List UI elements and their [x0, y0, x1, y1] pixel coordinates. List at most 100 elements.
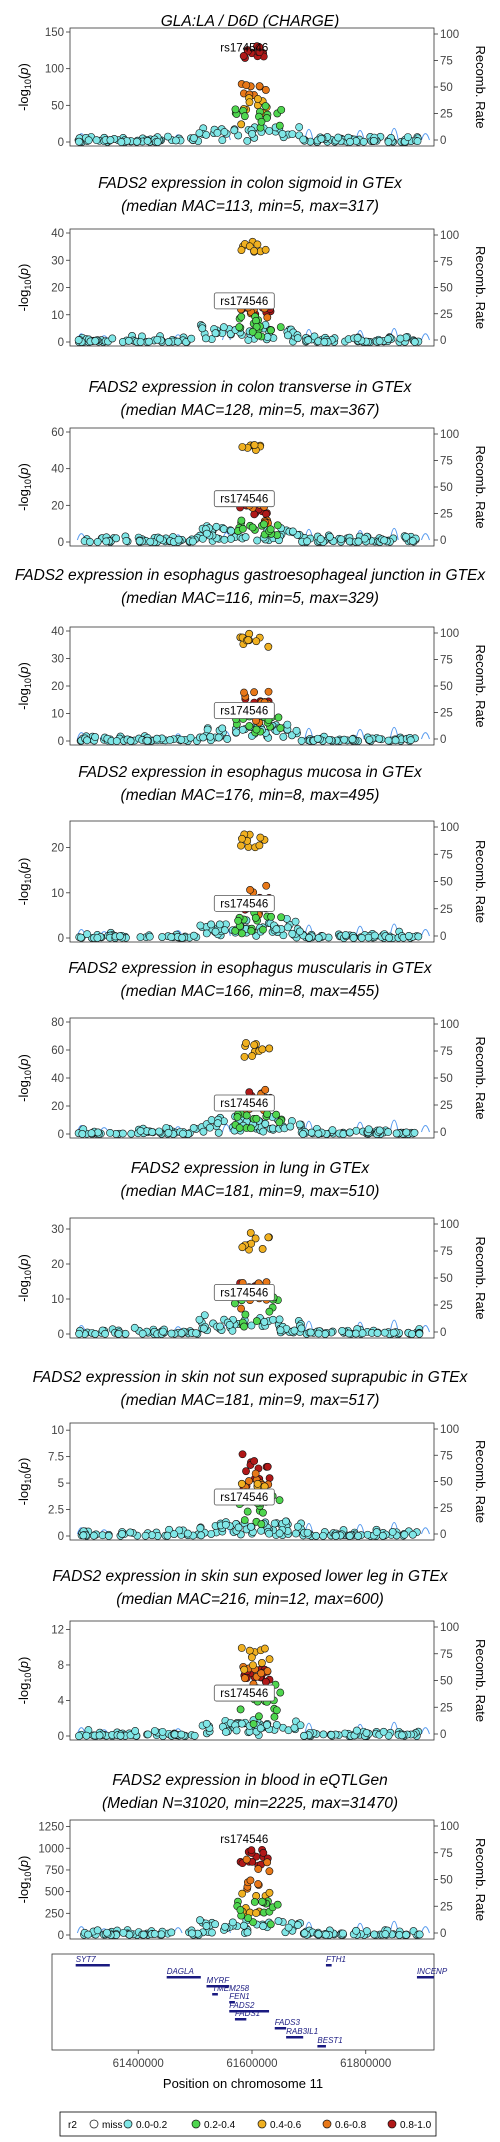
lead-snp-label-box [213, 1684, 275, 1702]
snp-point [372, 1528, 381, 1536]
snp-point [166, 736, 174, 744]
snp-point [262, 510, 271, 518]
snp-point [167, 933, 176, 942]
legend-title: r2 [68, 2120, 77, 2131]
r2-legend: r2 miss 0.0-0.2 0.2-0.4 0.4-0.6 0.6-0.8 0.8-1… [59, 2111, 437, 2137]
snp-point [410, 1128, 419, 1137]
snp-point [253, 536, 262, 545]
legend-swatch [387, 2119, 397, 2129]
snp-point [360, 534, 369, 543]
snp-point [220, 926, 229, 935]
snp-point [265, 1867, 274, 1876]
snp-point [263, 1858, 272, 1867]
right-tick-label: 100 [440, 230, 459, 242]
snp-point [262, 114, 271, 122]
snp-point [292, 1529, 300, 1538]
snp-point [245, 722, 254, 730]
y-tick-label: 40 [51, 464, 64, 476]
snp-point [380, 1328, 389, 1337]
snp-point [238, 1243, 247, 1252]
snp-point [75, 1329, 84, 1338]
legend-frame [59, 2111, 437, 2137]
snp-point [369, 136, 378, 145]
legend-swatch [123, 2119, 133, 2129]
snp-point [143, 736, 152, 745]
snp-point [84, 136, 93, 145]
lead-snp-label: rs174546 [220, 1098, 268, 1110]
snp-point [358, 1329, 367, 1338]
recomb-rate-line [389, 1319, 399, 1333]
snp-point [313, 734, 322, 743]
y-tick-label: 0 [58, 736, 64, 748]
snp-point [177, 1329, 186, 1338]
snp-point [278, 129, 287, 138]
snp-point [293, 1522, 302, 1531]
snp-point [198, 534, 207, 543]
y-tick-label: 7.5 [48, 1452, 64, 1464]
snp-point [259, 925, 267, 934]
right-tick-label: 75 [440, 1848, 453, 1860]
snp-point [259, 1127, 268, 1136]
snp-point [240, 1322, 248, 1331]
snp-point [276, 323, 285, 331]
right-axis-label: Recomb. Rate [473, 1236, 488, 1319]
snp-point [273, 521, 282, 530]
right-tick-label: 25 [440, 904, 453, 916]
right-tick-label: 25 [440, 509, 453, 521]
snp-point [380, 536, 389, 545]
snp-point [237, 841, 245, 850]
snp-point [158, 1727, 167, 1736]
recomb-rate-line [420, 133, 430, 141]
snp-point [238, 725, 247, 734]
snp-point [93, 537, 102, 546]
snp-point [197, 1531, 206, 1540]
right-tick-label: 100 [440, 822, 459, 834]
snp-point [114, 1329, 123, 1338]
snp-point [231, 926, 240, 935]
right-tick-label: 25 [440, 1901, 453, 1913]
lead-snp-label-box [213, 490, 275, 508]
snp-point [234, 1523, 243, 1532]
snp-point [370, 1930, 379, 1939]
snp-point [295, 1120, 304, 1129]
snp-point [170, 1730, 179, 1739]
snp-point [253, 1479, 262, 1488]
snp-point [261, 86, 270, 94]
snp-point [392, 1129, 401, 1138]
snp-point [300, 1731, 308, 1740]
snp-point [314, 1930, 323, 1939]
snp-point [299, 1129, 307, 1138]
snp-point [385, 933, 394, 942]
snp-point [237, 1719, 246, 1728]
snp-point [206, 732, 215, 741]
snp-point [277, 105, 286, 114]
snp-point [221, 1922, 229, 1931]
snp-point [235, 323, 244, 331]
right-tick-label: 25 [440, 1100, 453, 1112]
snp-point [252, 1909, 261, 1917]
snp-point [195, 1315, 204, 1324]
snp-point [242, 1855, 251, 1864]
right-tick-label: 50 [440, 877, 453, 889]
snp-point [255, 841, 264, 850]
right-tick-label: 100 [440, 1424, 459, 1436]
recomb-rate-line [420, 333, 430, 341]
snp-point [248, 1052, 256, 1060]
recomb-rate-line [355, 728, 365, 740]
right-tick-label: 0 [440, 1327, 446, 1339]
y-tick-label: 250 [45, 1908, 64, 1920]
snp-point [338, 1327, 347, 1335]
snp-point [253, 240, 262, 249]
panel-9: FADS2 expression in skin sun exposed low… [16, 1568, 488, 1743]
snp-point [153, 335, 162, 344]
legend-swatch [191, 2119, 201, 2129]
snp-point [261, 1677, 270, 1686]
snp-point [263, 1721, 271, 1729]
gene-bar [234, 2018, 247, 2021]
snp-point [299, 135, 308, 144]
snp-point [331, 1532, 340, 1540]
snp-point [327, 1731, 336, 1739]
snp-point [288, 929, 297, 938]
snp-point [352, 1329, 360, 1338]
